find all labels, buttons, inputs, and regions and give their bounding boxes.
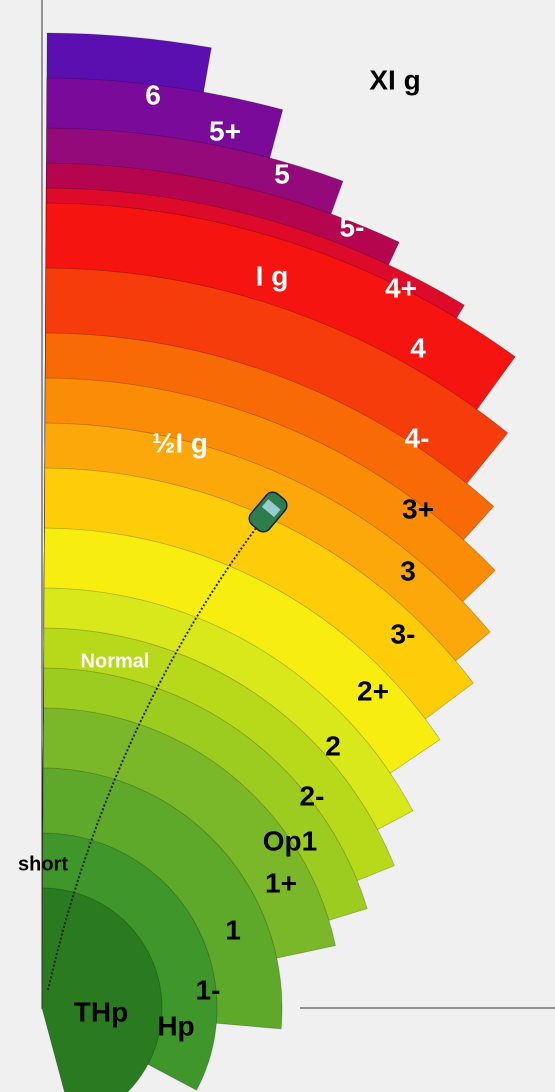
band-label: 5 [274,158,290,189]
band-label: 3+ [402,493,434,524]
band-label: THp [74,996,128,1027]
band-label: Hp [157,1010,194,1041]
band-label: 3 [400,555,416,586]
band-label: 2- [300,780,325,811]
band-label: 5+ [209,115,241,146]
band-label: 3- [391,618,416,649]
band-label: 4+ [385,272,417,303]
annotation: Normal [81,650,150,672]
band-label: Op1 [263,825,317,856]
annotation: XI g [369,64,420,95]
band-label: 2 [325,730,341,761]
band-label: 4 [410,332,426,363]
band-label: 1- [196,974,221,1005]
car-trail [47,511,269,991]
bands [41,32,516,1092]
band-label: 2+ [357,675,389,706]
band-labels: 6 5+ 5 5- 4+ 4 4- 3+ 3 3-2+ 22- Op1 1+ 11-Hp THp [74,79,434,1041]
band-label: 5- [340,211,365,242]
annotation: short [18,853,68,875]
annotation: I g [256,260,289,291]
band [41,887,163,1092]
car-icon [248,491,288,533]
band-label: 4- [405,422,430,453]
band-label: 1+ [265,867,297,898]
annotation: ½I g [152,427,208,458]
band-label: 1 [225,914,241,945]
band-label: 6 [145,79,161,110]
